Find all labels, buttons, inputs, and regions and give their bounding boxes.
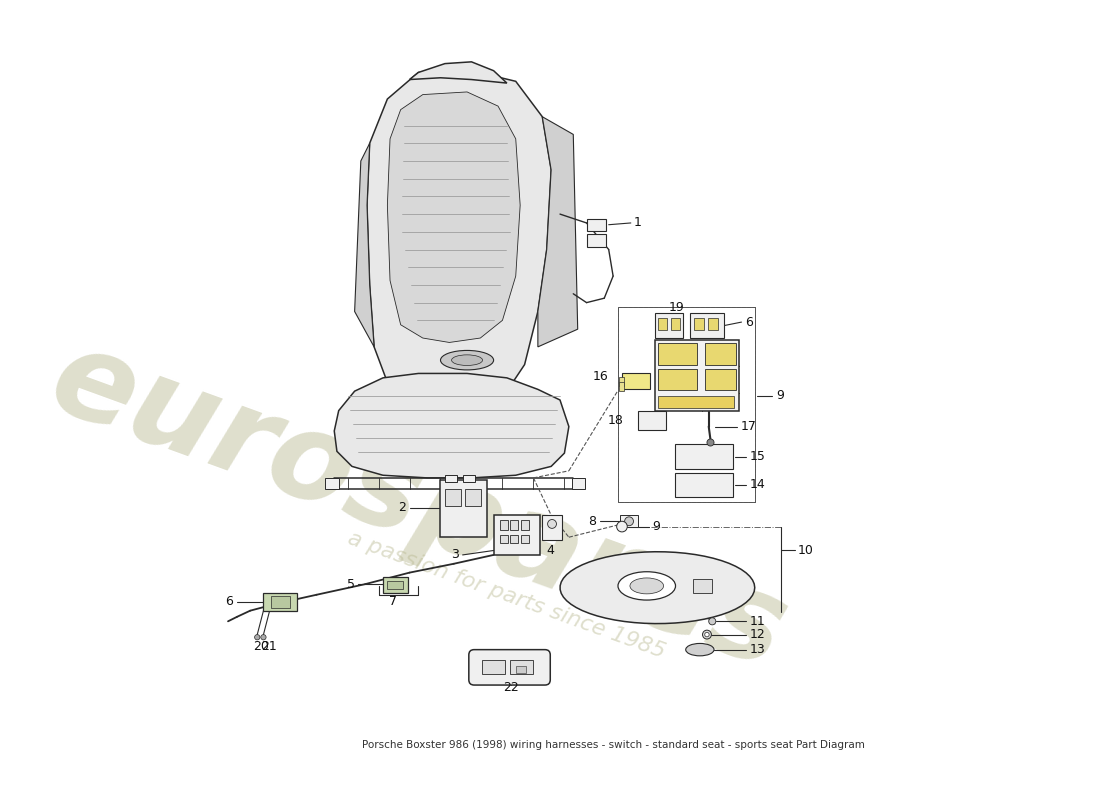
- Bar: [654, 314, 683, 338]
- Circle shape: [261, 634, 266, 640]
- Bar: [638, 410, 667, 430]
- Text: a passion for parts since 1985: a passion for parts since 1985: [345, 528, 669, 662]
- Circle shape: [254, 634, 260, 640]
- Bar: [271, 596, 290, 608]
- Circle shape: [617, 522, 627, 532]
- Bar: [499, 534, 508, 543]
- Bar: [465, 489, 481, 506]
- Circle shape: [548, 519, 557, 528]
- Text: 14: 14: [749, 478, 766, 491]
- Bar: [675, 473, 733, 498]
- Bar: [521, 534, 529, 543]
- Text: 1: 1: [634, 217, 641, 230]
- Text: 16: 16: [593, 370, 608, 383]
- Bar: [621, 374, 650, 390]
- Text: 20: 20: [253, 639, 268, 653]
- Bar: [326, 478, 339, 489]
- Text: 18: 18: [608, 414, 624, 427]
- Bar: [586, 234, 606, 247]
- Bar: [510, 534, 518, 543]
- Bar: [510, 660, 534, 674]
- Bar: [482, 660, 505, 674]
- Bar: [383, 577, 408, 593]
- Text: 13: 13: [749, 643, 766, 656]
- Polygon shape: [387, 92, 520, 342]
- Text: 9: 9: [776, 389, 784, 402]
- Bar: [572, 478, 585, 489]
- Ellipse shape: [630, 578, 663, 594]
- Text: 17: 17: [740, 420, 757, 433]
- Bar: [494, 515, 540, 555]
- Text: 22: 22: [504, 682, 519, 694]
- Ellipse shape: [452, 355, 483, 366]
- Ellipse shape: [685, 643, 714, 656]
- Text: 15: 15: [749, 450, 766, 463]
- Bar: [586, 218, 606, 231]
- Bar: [693, 579, 713, 593]
- Text: 8: 8: [588, 514, 596, 528]
- Text: 3: 3: [451, 549, 459, 562]
- Polygon shape: [538, 117, 578, 347]
- Bar: [658, 318, 667, 330]
- Text: 9: 9: [652, 520, 660, 533]
- Ellipse shape: [618, 572, 675, 600]
- Bar: [521, 519, 529, 530]
- Bar: [658, 369, 697, 390]
- Bar: [705, 369, 736, 390]
- Bar: [617, 307, 755, 502]
- Bar: [499, 519, 508, 530]
- Bar: [440, 480, 486, 538]
- Text: 11: 11: [749, 615, 766, 628]
- Text: 19: 19: [669, 301, 684, 314]
- Bar: [658, 395, 734, 408]
- Text: 12: 12: [749, 628, 766, 641]
- FancyBboxPatch shape: [469, 650, 550, 685]
- Bar: [387, 581, 404, 590]
- Bar: [444, 489, 461, 506]
- Text: 5: 5: [346, 578, 354, 590]
- Bar: [707, 318, 718, 330]
- Circle shape: [708, 618, 716, 625]
- Bar: [619, 382, 624, 391]
- Circle shape: [625, 517, 634, 526]
- Bar: [463, 475, 475, 482]
- Bar: [620, 515, 638, 527]
- Polygon shape: [409, 62, 507, 83]
- Bar: [705, 343, 736, 365]
- Text: 6: 6: [226, 595, 233, 608]
- Text: 21: 21: [261, 639, 276, 653]
- Polygon shape: [334, 374, 569, 478]
- Polygon shape: [354, 143, 374, 347]
- Text: Porsche Boxster 986 (1998) wiring harnesses - switch - standard seat - sports se: Porsche Boxster 986 (1998) wiring harnes…: [362, 740, 865, 750]
- Bar: [675, 444, 733, 469]
- Bar: [263, 593, 297, 610]
- Text: 10: 10: [799, 544, 814, 557]
- Bar: [658, 343, 697, 365]
- Bar: [671, 318, 680, 330]
- Bar: [444, 475, 458, 482]
- Bar: [542, 515, 562, 540]
- Text: 4: 4: [547, 544, 554, 557]
- Bar: [690, 314, 724, 338]
- Ellipse shape: [440, 350, 494, 370]
- Circle shape: [703, 630, 712, 639]
- Polygon shape: [367, 70, 551, 400]
- Bar: [654, 340, 739, 410]
- Bar: [694, 318, 704, 330]
- Bar: [617, 307, 755, 502]
- Circle shape: [705, 632, 710, 637]
- Bar: [516, 666, 527, 673]
- Polygon shape: [560, 552, 755, 623]
- Bar: [510, 519, 518, 530]
- Circle shape: [707, 439, 714, 446]
- Text: eurospares: eurospares: [35, 319, 802, 694]
- Text: 7: 7: [389, 595, 397, 608]
- Bar: [619, 377, 624, 386]
- Text: 2: 2: [398, 502, 406, 514]
- Text: 6: 6: [745, 315, 752, 329]
